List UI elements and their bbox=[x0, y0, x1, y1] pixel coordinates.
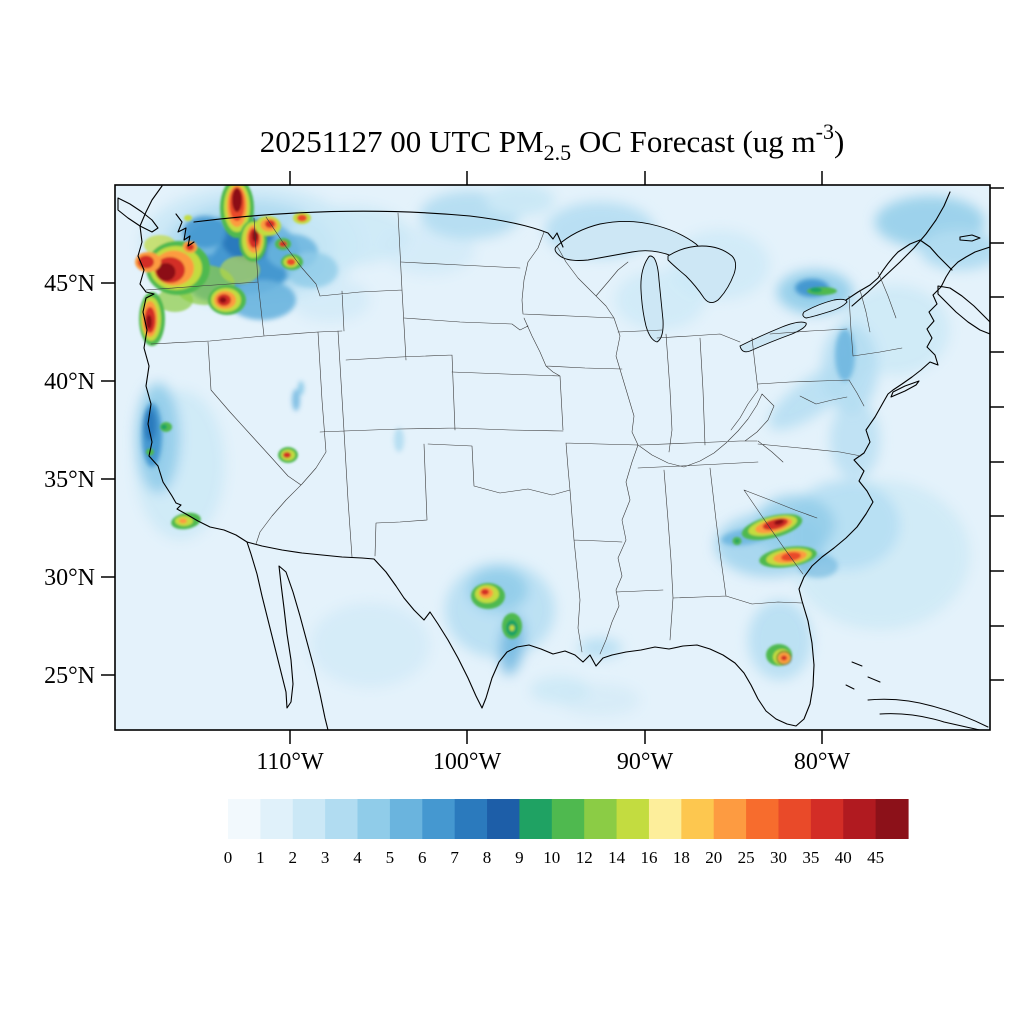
vancouver-island bbox=[117, 197, 159, 233]
long-island bbox=[890, 380, 920, 398]
colorbar-tick-label: 3 bbox=[321, 848, 330, 867]
colorbar-cell bbox=[260, 799, 294, 839]
colorbar-tick-label: 6 bbox=[418, 848, 427, 867]
title-suffix: ) bbox=[834, 124, 844, 159]
colorbar-cell bbox=[389, 799, 423, 839]
colorbar-cell bbox=[487, 799, 521, 839]
colorbar-cell bbox=[746, 799, 780, 839]
title-middle: OC Forecast (ug m bbox=[571, 124, 816, 159]
colorbar-tick-label: 16 bbox=[640, 848, 657, 867]
puget-sound bbox=[175, 213, 195, 247]
state-borders bbox=[145, 212, 903, 655]
colorbar-cell bbox=[357, 799, 391, 839]
colorbar-cell bbox=[843, 799, 877, 839]
hotspot-texas bbox=[471, 583, 522, 639]
pacific-coastline bbox=[137, 185, 329, 730]
top-tick-axis bbox=[289, 171, 823, 185]
lake-ontario bbox=[802, 298, 848, 319]
colorbar-tick-label: 9 bbox=[515, 848, 524, 867]
colorbar-tick-label: 5 bbox=[386, 848, 395, 867]
hotspot-new-york bbox=[807, 287, 837, 295]
title-subscript: 2.5 bbox=[544, 140, 572, 165]
colorbar-tick-label: 4 bbox=[353, 848, 362, 867]
colorbar-cell bbox=[713, 799, 747, 839]
map-canvas bbox=[115, 185, 990, 730]
lake-michigan bbox=[640, 255, 664, 343]
lake-huron bbox=[667, 245, 737, 303]
colorbar-tick-label: 1 bbox=[256, 848, 265, 867]
latitude-axis: 45°N 40°N 35°N 30°N 25°N bbox=[44, 271, 115, 689]
gulf-atlantic-coastline bbox=[246, 246, 990, 727]
lon-tick-label: 90°W bbox=[617, 749, 674, 775]
lon-tick-label: 100°W bbox=[433, 749, 502, 775]
cuba-bahamas bbox=[845, 661, 989, 730]
colorbar-cell bbox=[778, 799, 812, 839]
hotspot-nevada bbox=[278, 447, 298, 463]
colorbar-cell bbox=[519, 799, 553, 839]
nova-scotia bbox=[937, 285, 990, 335]
title-superscript: -3 bbox=[816, 119, 834, 144]
colorbar-cell bbox=[454, 799, 488, 839]
hotspot-pacific-northwest bbox=[135, 185, 311, 346]
colorbar-tick-label: 40 bbox=[835, 848, 852, 867]
colorbar-cell bbox=[681, 799, 715, 839]
canada-border-east bbox=[845, 239, 953, 301]
title-prefix: 20251127 00 UTC PM bbox=[260, 124, 544, 159]
lon-tick-label: 110°W bbox=[256, 749, 324, 775]
lat-tick-label: 25°N bbox=[44, 663, 95, 689]
colorbar-tick-label: 25 bbox=[738, 848, 755, 867]
colorbar-cell bbox=[584, 799, 618, 839]
hotspot-florida bbox=[766, 644, 792, 666]
colorbar-tick-label: 10 bbox=[543, 848, 560, 867]
chart-title: 20251127 00 UTC PM2.5 OC Forecast (ug m-… bbox=[260, 119, 845, 165]
colorbar-cell bbox=[422, 799, 456, 839]
great-lakes bbox=[554, 221, 848, 353]
lat-tick-label: 40°N bbox=[44, 369, 95, 395]
right-tick-axis bbox=[990, 187, 1004, 681]
lat-tick-label: 30°N bbox=[44, 565, 95, 591]
colorbar-tick-label: 7 bbox=[450, 848, 459, 867]
colorbar-tick-label: 20 bbox=[705, 848, 722, 867]
plot-frame bbox=[114, 184, 991, 731]
lake-erie bbox=[739, 321, 807, 353]
longitude-axis: 110°W 100°W 90°W 80°W bbox=[256, 730, 850, 775]
colorbar bbox=[228, 799, 909, 839]
colorbar-cell bbox=[228, 799, 261, 839]
hotspot-california bbox=[146, 422, 201, 530]
colorbar-cell bbox=[325, 799, 359, 839]
colorbar-labels: 0 1 2 3 4 5 6 7 8 9 10 12 14 16 18 20 25 30 35 40 45 bbox=[224, 848, 884, 867]
colorbar-cell bbox=[648, 799, 682, 839]
colorbar-tick-label: 0 bbox=[224, 848, 233, 867]
lat-tick-label: 45°N bbox=[44, 271, 95, 297]
lat-tick-label: 35°N bbox=[44, 467, 95, 493]
colorbar-cell bbox=[810, 799, 844, 839]
colorbar-tick-label: 35 bbox=[802, 848, 819, 867]
canada-border bbox=[193, 210, 564, 248]
prince-edward-island bbox=[959, 234, 981, 242]
colorbar-tick-label: 18 bbox=[673, 848, 690, 867]
colorbar-tick-label: 30 bbox=[770, 848, 787, 867]
colorbar-cell bbox=[551, 799, 585, 839]
colorbar-cell bbox=[875, 799, 909, 839]
colorbar-tick-label: 8 bbox=[483, 848, 492, 867]
colorbar-cell bbox=[292, 799, 326, 839]
colorbar-tick-label: 12 bbox=[576, 848, 593, 867]
colorbar-tick-label: 14 bbox=[608, 848, 626, 867]
colorbar-tick-label: 45 bbox=[867, 848, 884, 867]
colorbar-cell bbox=[616, 799, 650, 839]
lon-tick-label: 80°W bbox=[794, 749, 851, 775]
st-lawrence-river bbox=[851, 191, 951, 307]
colorbar-tick-label: 2 bbox=[289, 848, 298, 867]
